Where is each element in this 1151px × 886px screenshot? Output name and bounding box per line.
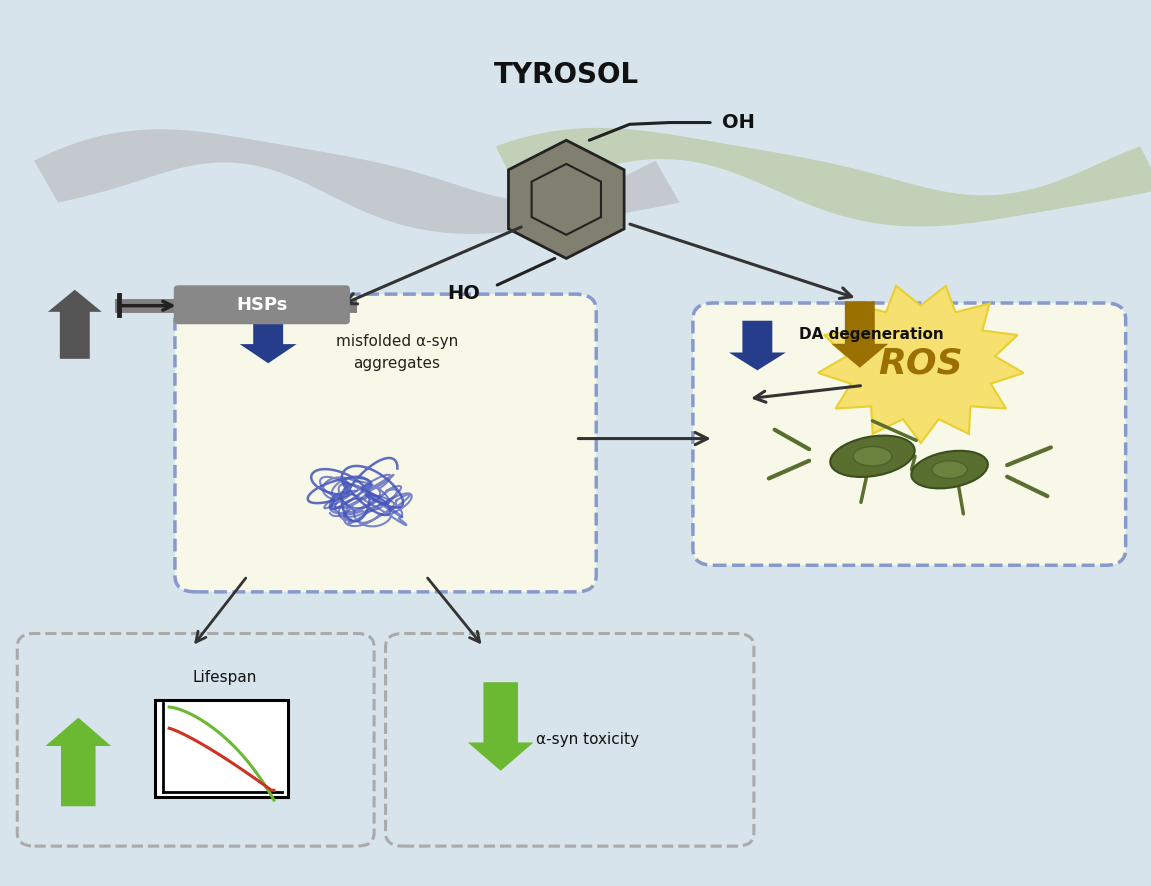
Polygon shape	[48, 290, 101, 359]
Ellipse shape	[912, 451, 988, 488]
Text: HSPs: HSPs	[237, 296, 288, 314]
Text: ROS: ROS	[878, 346, 963, 380]
Ellipse shape	[932, 461, 967, 478]
Text: Lifespan: Lifespan	[192, 671, 257, 685]
Text: α-syn toxicity: α-syn toxicity	[535, 733, 639, 747]
Polygon shape	[35, 129, 679, 234]
Polygon shape	[818, 286, 1023, 443]
Polygon shape	[239, 310, 297, 363]
Text: OH: OH	[722, 113, 755, 132]
FancyBboxPatch shape	[174, 285, 350, 324]
Text: TYROSOL: TYROSOL	[494, 61, 639, 89]
Polygon shape	[729, 321, 786, 370]
Polygon shape	[467, 682, 534, 771]
FancyBboxPatch shape	[386, 633, 754, 846]
Ellipse shape	[830, 436, 915, 477]
Polygon shape	[496, 128, 1151, 227]
FancyBboxPatch shape	[17, 633, 374, 846]
FancyBboxPatch shape	[693, 303, 1126, 565]
Bar	[155, 700, 288, 797]
Polygon shape	[831, 301, 889, 368]
Text: aggregates: aggregates	[353, 356, 441, 370]
Polygon shape	[509, 140, 624, 259]
Ellipse shape	[853, 447, 892, 466]
Text: HO: HO	[447, 284, 480, 303]
FancyBboxPatch shape	[175, 294, 596, 592]
Text: DA degeneration: DA degeneration	[799, 328, 944, 342]
Polygon shape	[46, 718, 110, 806]
Text: misfolded α-syn: misfolded α-syn	[336, 334, 458, 348]
